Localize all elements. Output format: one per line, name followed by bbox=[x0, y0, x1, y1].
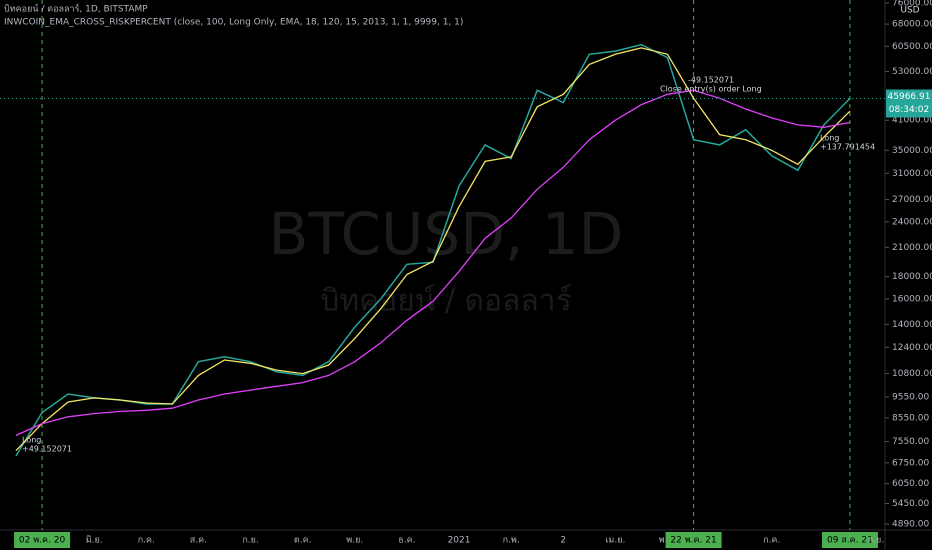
y-tick-label: 31000.00 bbox=[892, 169, 932, 179]
y-tick-label: 18000.00 bbox=[892, 272, 932, 282]
annotation-text: +137.791454 bbox=[820, 143, 875, 152]
annotation-text: Close entry(s) order Long bbox=[660, 85, 762, 94]
y-tick-label: 35000.00 bbox=[892, 146, 932, 156]
y-tick-label: 24000.00 bbox=[892, 217, 932, 227]
x-tick-label: 22 พ.ค. 21 bbox=[670, 536, 716, 546]
x-tick-label: เม.ย. bbox=[605, 536, 625, 546]
x-tick-label: ต.ค. bbox=[294, 536, 312, 546]
plot bbox=[0, 0, 885, 530]
x-label-badge bbox=[821, 532, 878, 548]
symbol-header: บิทคอยน์ / ดอลลาร์, 1D, BITSTAMP bbox=[4, 3, 148, 15]
price-badge-label: 45966.91 bbox=[888, 92, 931, 102]
annotation-title: Long bbox=[820, 134, 839, 143]
x-tick-label: ธ.ค. bbox=[398, 536, 415, 546]
x-tick-label: มิ.ย. bbox=[86, 535, 103, 546]
x-tick-label: ก.ย. bbox=[242, 536, 258, 546]
price-badge bbox=[886, 89, 932, 118]
y-tick-label: 76000.00 bbox=[892, 0, 932, 8]
x-label-badge bbox=[665, 532, 722, 548]
y-tick-label: 16000.00 bbox=[892, 294, 932, 304]
series-line bbox=[15, 89, 851, 436]
y-tick-label: 6050.00 bbox=[892, 479, 929, 489]
y-tick-label: 6750.00 bbox=[892, 458, 929, 468]
y-tick-label: 5450.00 bbox=[892, 499, 929, 509]
y-tick-label: 7550.00 bbox=[892, 437, 929, 447]
x-tick-label: 2 bbox=[560, 536, 566, 546]
x-tick-label: 02 พ.ค. 20 bbox=[19, 536, 66, 546]
indicator-header: INWCOIN_EMA_CROSS_RISKPERCENT (close, 10… bbox=[4, 18, 463, 28]
x-tick-label: ส.ค. bbox=[190, 536, 207, 546]
annotation-title: -49.152071 bbox=[688, 76, 734, 85]
annotation-title: Long bbox=[22, 436, 41, 445]
y-tick-label: 68000.00 bbox=[892, 20, 932, 30]
annotation-text: +49.152071 bbox=[22, 445, 72, 454]
y-tick-label: 41000.00 bbox=[892, 116, 932, 126]
y-tick-label: 8550.00 bbox=[892, 413, 929, 423]
x-tick-label: ก.ค. bbox=[763, 536, 780, 546]
x-tick-label: ก.ย. bbox=[868, 536, 884, 546]
currency: USD bbox=[900, 6, 919, 16]
y-tick-label: 14000.00 bbox=[892, 320, 932, 330]
y-tick-label: 10800.00 bbox=[892, 369, 932, 379]
series-line bbox=[15, 47, 851, 452]
watermark-name: บิทคอยน์ / ดอลลาร์ bbox=[320, 284, 571, 319]
y-tick-label: 21000.00 bbox=[892, 243, 932, 253]
y-tick-label: 9550.00 bbox=[892, 392, 929, 402]
x-tick-label: ก.พ. bbox=[503, 536, 520, 546]
y-tick-label: 27000.00 bbox=[892, 195, 932, 205]
y-tick-label: 53000.00 bbox=[892, 67, 932, 77]
y-tick-label: 60500.00 bbox=[892, 42, 932, 52]
x-tick-label: พ.ย. bbox=[346, 536, 363, 546]
y-tick-label: 12400.00 bbox=[892, 343, 932, 353]
x-tick-label: ก.ค. bbox=[138, 536, 155, 546]
x-label-badge bbox=[14, 532, 71, 548]
countdown: 08:34:02 bbox=[889, 105, 929, 115]
x-tick-label: 2021 bbox=[448, 536, 471, 546]
x-tick-label: 09 ส.ค. 21 bbox=[827, 536, 873, 546]
y-tick-label: 4890.00 bbox=[892, 520, 929, 530]
series-line bbox=[15, 43, 851, 457]
